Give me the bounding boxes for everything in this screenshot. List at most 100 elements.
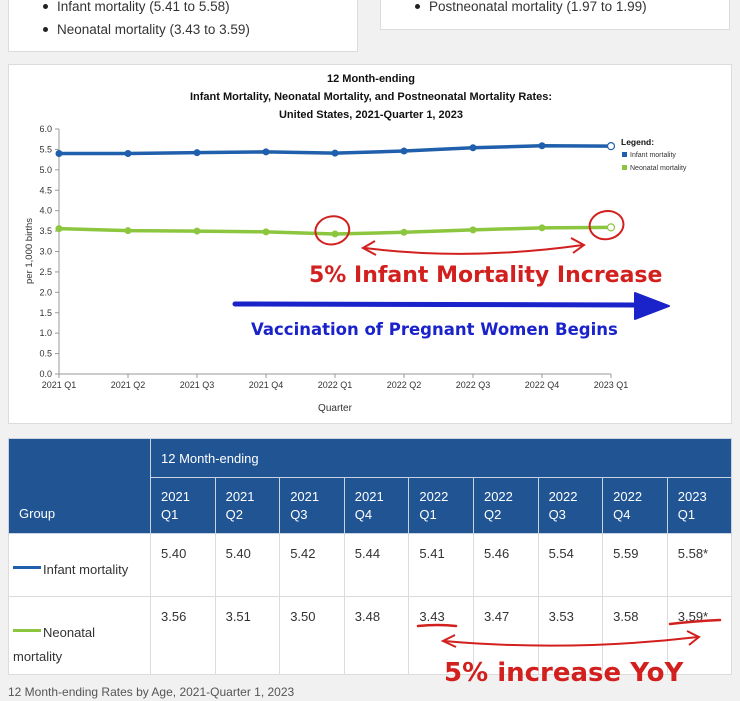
table-cell: 3.50 — [279, 596, 345, 675]
column-header-2: 2021 Q3 — [279, 477, 345, 534]
column-header-4: 2022 Q1 — [408, 477, 474, 534]
column-header-quarter: Q2 — [225, 506, 243, 522]
data-point-0-5 — [400, 147, 408, 155]
summary-list-right: Postneonatal mortality (1.97 to 1.99) — [381, 0, 729, 18]
y-tick-label: 5.0 — [39, 165, 52, 175]
table-row: Neonatal mortality 3.56 3.51 3.50 3.48 3.43 3.4… — [8, 596, 733, 675]
column-header-quarter: Q1 — [677, 506, 696, 522]
group-legend-line — [13, 566, 41, 569]
group-header: Group — [8, 438, 151, 534]
span-header: 12 Month-ending — [149, 438, 733, 478]
column-header-quarter: Q4 — [354, 506, 373, 522]
y-tick-label: 6.0 — [39, 124, 52, 134]
legend-swatch-0 — [622, 152, 627, 157]
annotation-red-arrowhead-right — [570, 237, 586, 254]
table-cell: 3.59* — [666, 596, 733, 675]
summary-card-right: Postneonatal mortality (1.97 to 1.99) — [380, 0, 730, 30]
table-cell: 5.40 — [150, 533, 216, 597]
data-point-1-8 — [606, 223, 616, 232]
column-header-quarter: Q1 — [419, 506, 437, 522]
table-cell: 5.44 — [343, 533, 410, 597]
data-point-1-1 — [124, 227, 132, 235]
group-legend-line — [13, 629, 41, 632]
chart-panel: 12 Month-ending Infant Mortality, Neonat… — [8, 64, 732, 424]
annotation-blue-arrowhead — [634, 292, 670, 320]
table-cell: 5.46 — [472, 533, 539, 597]
y-tick-label: 1.0 — [39, 328, 52, 338]
table-cell: 3.51 — [214, 596, 281, 675]
mortality-line-chart: 0.0 0.5 1.0 1.5 2.0 2.5 3.0 3.5 4.0 4.5 5.0 5.5 6.0 2… — [24, 124, 687, 414]
column-header-6: 2022 Q3 — [537, 477, 604, 534]
column-header-5: 2022 Q2 — [472, 477, 539, 534]
table-caption: 12 Month-ending Rates by Age, 2021-Quart… — [8, 685, 295, 699]
column-header-quarter: Q3 — [290, 506, 308, 522]
annotation-circle-2023q1 — [588, 210, 625, 241]
data-point-1-4 — [331, 230, 339, 238]
column-header-year: 2021 — [161, 488, 190, 504]
column-header-year: 2022 — [548, 488, 578, 504]
table-cell: 3.43 — [408, 596, 474, 675]
table-cell: 5.41 — [408, 533, 474, 597]
summary-card-left: Infant mortality (5.41 to 5.58) Neonatal… — [8, 0, 358, 52]
chart-title-line-2: Infant Mortality, Neonatal Mortality, an… — [189, 91, 553, 103]
data-point-0-4 — [331, 149, 339, 157]
column-header-1: 2021 Q2 — [214, 477, 281, 534]
summary-list-left: Infant mortality (5.41 to 5.58) Neonatal… — [9, 0, 357, 41]
data-point-0-3 — [262, 148, 270, 156]
x-tick-label: 2023 Q1 — [594, 380, 629, 390]
annotation-vaccination: Vaccination of Pregnant Women Begins — [251, 320, 618, 339]
x-tick-label: 2022 Q3 — [456, 380, 491, 390]
group-label: Infant mortality — [43, 562, 129, 577]
column-header-3: 2021 Q4 — [343, 477, 410, 534]
legend-title: Legend: — [621, 137, 654, 147]
column-header-year: 2021 — [225, 488, 255, 504]
x-tick-label: 2021 Q3 — [180, 380, 215, 390]
data-point-0-2 — [193, 149, 201, 157]
y-tick-label: 0.0 — [39, 369, 52, 379]
y-tick-label: 3.5 — [39, 226, 52, 236]
annotation-circle-2022q1 — [314, 215, 351, 246]
group-cell: Infant mortality — [8, 533, 151, 597]
x-tick-label: 2022 Q4 — [525, 380, 560, 390]
column-header-8: 2023 Q1 — [666, 477, 733, 534]
y-tick-label: 4.5 — [39, 185, 52, 195]
annotation-red-arrow-line — [364, 244, 584, 255]
column-header-quarter: Q3 — [548, 506, 566, 522]
mortality-table: Group 12 Month-ending 2021 Q1 2021 Q2 2021 Q3… — [8, 438, 733, 675]
column-header-year: 2023 — [677, 488, 707, 504]
summary-item-postneonatal: Postneonatal mortality (1.97 to 1.99) — [415, 0, 729, 18]
table-cell: 5.54 — [537, 533, 604, 597]
annotation-blue-arrow-line — [232, 301, 652, 308]
data-point-1-6 — [469, 226, 477, 234]
data-point-1-2 — [193, 227, 201, 235]
chart-title-line-3: United States, 2021-Quarter 1, 2023 — [278, 109, 464, 121]
y-tick-label: 1.5 — [39, 308, 52, 318]
y-tick-label: 3.0 — [39, 247, 52, 257]
table-cell: 5.40 — [214, 533, 281, 597]
table-cell: 3.47 — [472, 596, 539, 675]
y-tick-label: 2.5 — [39, 267, 52, 277]
x-tick-label: 2021 Q4 — [249, 380, 284, 390]
data-point-0-0 — [55, 150, 63, 157]
data-point-1-7 — [538, 224, 546, 232]
column-header-year: 2022 — [419, 488, 449, 504]
x-tick-label: 2022 Q2 — [387, 380, 422, 390]
group-label-line-1: Neonatal — [43, 625, 96, 640]
data-point-0-6 — [469, 144, 477, 152]
table-cell: 5.58* — [666, 533, 733, 597]
y-tick-label: 0.5 — [39, 349, 52, 359]
table-row: Infant mortality 5.40 5.40 5.42 5.44 5.41 5.46… — [8, 533, 733, 597]
x-tick-label: 2022 Q1 — [318, 380, 353, 390]
column-header-year: 2022 — [483, 488, 513, 504]
column-header-year: 2021 — [290, 488, 320, 504]
group-label-line-2: mortality — [13, 649, 63, 664]
annotation-infant-increase: 5% Infant Mortality Increase — [309, 263, 662, 288]
y-tick-label: 2.0 — [39, 287, 52, 297]
x-tick-label: 2021 Q2 — [111, 380, 146, 390]
data-point-0-1 — [124, 150, 132, 157]
column-header-7: 2022 Q4 — [602, 477, 668, 534]
y-axis-label: per 1,000 births — [24, 218, 35, 284]
column-header-year: 2021 — [354, 488, 384, 504]
column-header-year: 2022 — [613, 488, 643, 504]
mortality-table-wrap: Group 12 Month-ending 2021 Q1 2021 Q2 2021 Q3… — [8, 438, 733, 685]
